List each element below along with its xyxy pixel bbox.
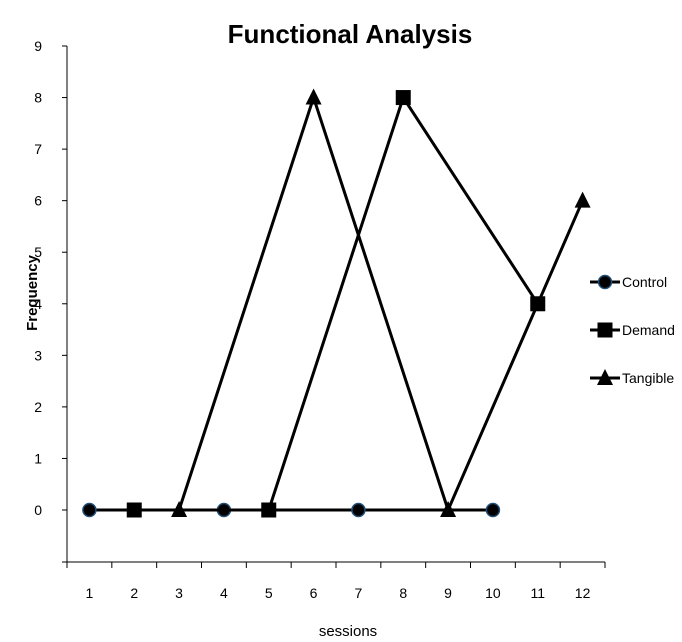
marker-triangle bbox=[597, 369, 613, 385]
legend-item-demand: Demand bbox=[590, 322, 675, 338]
series-tangible bbox=[171, 88, 591, 517]
x-tick-label: 11 bbox=[530, 585, 545, 601]
marker-circle bbox=[351, 502, 366, 518]
x-tick-label: 4 bbox=[220, 585, 228, 601]
marker-circle bbox=[597, 274, 613, 290]
y-tick-label: 3 bbox=[34, 347, 42, 363]
legend-label: Tangible bbox=[622, 370, 674, 386]
x-tick-label: 8 bbox=[399, 585, 407, 601]
marker-triangle bbox=[574, 191, 591, 208]
chart-title: Functional Analysis bbox=[228, 19, 473, 49]
x-tick-label: 2 bbox=[130, 585, 138, 601]
y-axis-label: Frequency bbox=[24, 254, 41, 331]
legend-label: Demand bbox=[622, 322, 675, 338]
x-tick-label: 3 bbox=[175, 585, 183, 601]
y-tick-label: 7 bbox=[34, 141, 42, 157]
legend-item-tangible: Tangible bbox=[590, 369, 674, 386]
marker-square bbox=[597, 322, 613, 338]
legend-label: Control bbox=[622, 274, 667, 290]
x-tick-label: 5 bbox=[265, 585, 273, 601]
series-demand bbox=[126, 90, 546, 518]
y-tick-label: 1 bbox=[34, 450, 42, 466]
marker-triangle bbox=[440, 501, 457, 517]
marker-square bbox=[126, 502, 142, 518]
x-axis-label: sessions bbox=[319, 623, 377, 640]
marker-triangle bbox=[171, 501, 188, 517]
y-tick-label: 8 bbox=[34, 90, 42, 106]
x-tick-label: 9 bbox=[444, 585, 452, 601]
y-tick-label: 5 bbox=[34, 244, 42, 260]
y-tick-label: 4 bbox=[34, 296, 42, 312]
x-tick-label: 1 bbox=[86, 585, 94, 601]
series-line-demand bbox=[134, 94, 540, 512]
x-tick-label: 6 bbox=[310, 585, 318, 601]
marker-square bbox=[395, 90, 411, 106]
x-tick-label: 12 bbox=[575, 585, 591, 601]
marker-circle bbox=[82, 502, 97, 518]
marker-triangle bbox=[305, 88, 322, 105]
legend: Control Demand Tangible bbox=[590, 274, 675, 386]
y-tick-label: 2 bbox=[34, 399, 42, 415]
x-tick-label: 10 bbox=[485, 585, 501, 601]
series-layer bbox=[82, 88, 591, 518]
legend-item-control: Control bbox=[590, 274, 667, 290]
y-tick-label: 9 bbox=[34, 38, 42, 54]
y-tick-label: 6 bbox=[34, 193, 42, 209]
series-line-tangible bbox=[177, 92, 584, 515]
marker-circle bbox=[485, 502, 501, 518]
y-tick-label: 0 bbox=[34, 502, 42, 518]
x-tick-label: 7 bbox=[355, 585, 363, 601]
marker-square bbox=[261, 502, 277, 518]
